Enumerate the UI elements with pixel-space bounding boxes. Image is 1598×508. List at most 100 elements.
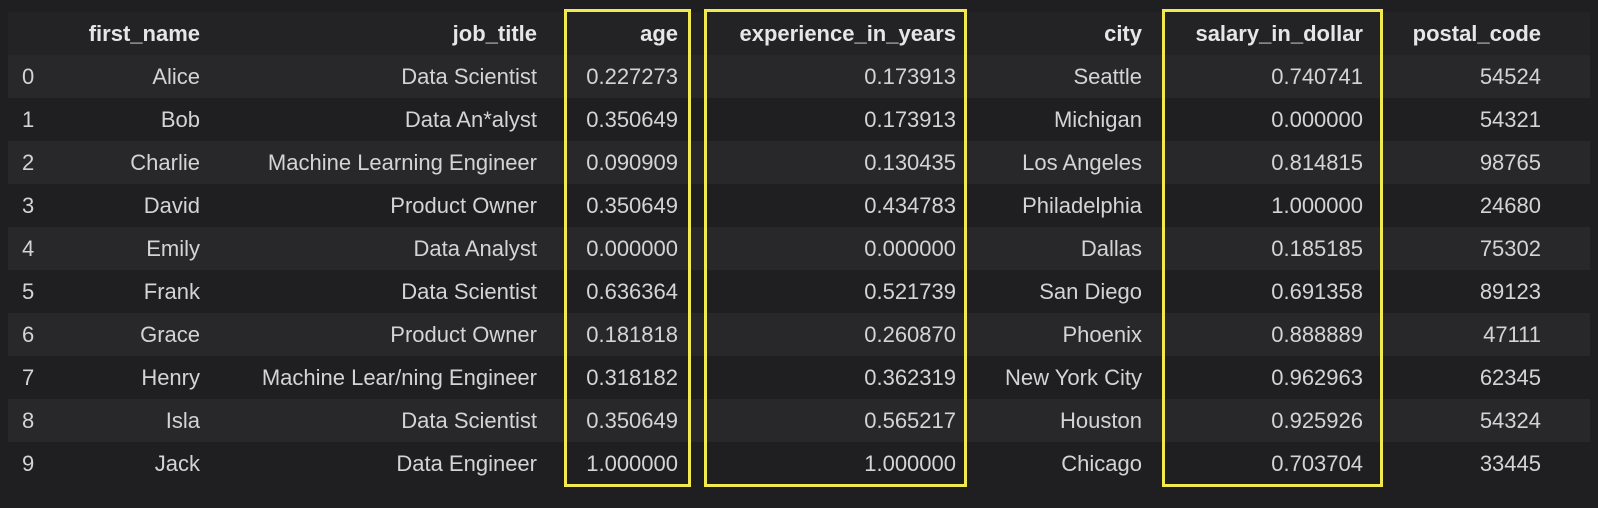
table-row: 0 Alice Data Scientist 0.227273 0.173913 Seat… — [8, 55, 1590, 98]
cell-city: San Diego — [1039, 279, 1142, 304]
cell-city: Michigan — [1053, 107, 1142, 132]
table-row: 8 Isla Data Scientist 0.350649 0.565217 Houst… — [8, 399, 1590, 442]
header-job-title: job_title — [452, 21, 537, 46]
cell-experience-in-years: 0.362319 — [864, 365, 956, 390]
cell-city: Los Angeles — [1022, 150, 1142, 175]
cell-experience-in-years: 0.260870 — [864, 322, 956, 347]
cell-age: 0.181818 — [586, 322, 678, 347]
cell-job-title: Machine Learning Engineer — [267, 150, 537, 175]
header-experience-in-years: experience_in_years — [739, 21, 957, 46]
header-city: city — [1104, 21, 1142, 46]
cell-salary-in-dollar: 0.703704 — [1271, 451, 1363, 476]
cell-first-name: Bob — [160, 107, 200, 132]
cell-salary-in-dollar: 0.000000 — [1271, 107, 1363, 132]
cell-first-name: Henry — [141, 365, 200, 390]
cell-first-name: Frank — [143, 279, 200, 304]
cell-city: Phoenix — [1062, 322, 1142, 347]
cell-age: 0.350649 — [586, 193, 678, 218]
cell-experience-in-years: 0.173913 — [864, 64, 956, 89]
header-first-name: first_name — [88, 21, 200, 46]
table-row: 1 Bob Data An*alyst 0.350649 0.173913 Michiga… — [8, 98, 1590, 141]
cell-salary-in-dollar: 0.925926 — [1271, 408, 1363, 433]
cell-postal-code: 75302 — [1479, 236, 1541, 261]
cell-postal-code: 89123 — [1479, 279, 1541, 304]
cell-city: Houston — [1060, 408, 1142, 433]
cell-experience-in-years: 0.565217 — [864, 408, 956, 433]
cell-salary-in-dollar: 0.691358 — [1271, 279, 1363, 304]
cell-salary-in-dollar: 0.740741 — [1271, 64, 1363, 89]
cell-age: 0.227273 — [586, 64, 678, 89]
cell-experience-in-years: 1.000000 — [864, 451, 956, 476]
header-postal-code: postal_code — [1412, 21, 1541, 46]
cell-experience-in-years: 0.521739 — [864, 279, 956, 304]
table-row: 9 Jack Data Engineer 1.000000 1.000000 Chicag… — [8, 442, 1590, 485]
cell-index: 9 — [22, 451, 35, 476]
cell-postal-code: 54524 — [1479, 64, 1541, 89]
cell-salary-in-dollar: 0.962963 — [1271, 365, 1363, 390]
cell-salary-in-dollar: 1.000000 — [1271, 193, 1363, 218]
cell-postal-code: 47111 — [1483, 322, 1541, 347]
cell-job-title: Data Scientist — [401, 279, 537, 304]
cell-job-title: Data Scientist — [401, 408, 537, 433]
cell-age: 0.350649 — [586, 408, 678, 433]
cell-first-name: Jack — [154, 451, 200, 476]
cell-index: 6 — [22, 322, 35, 347]
cell-city: New York City — [1005, 365, 1142, 390]
cell-city: Dallas — [1080, 236, 1142, 261]
cell-postal-code: 33445 — [1479, 451, 1541, 476]
cell-index: 0 — [22, 64, 35, 89]
cell-index: 8 — [22, 408, 35, 433]
cell-experience-in-years: 0.130435 — [864, 150, 956, 175]
cell-job-title: Product Owner — [390, 322, 537, 347]
cell-postal-code: 98765 — [1479, 150, 1541, 175]
table-row: 7 Henry Machine Lear/ning Engineer 0.318182… — [8, 356, 1590, 399]
cell-job-title: Machine Lear/ning Engineer — [261, 365, 537, 390]
cell-first-name: David — [143, 193, 200, 218]
cell-salary-in-dollar: 0.814815 — [1271, 150, 1363, 175]
cell-job-title: Product Owner — [390, 193, 537, 218]
cell-index: 5 — [22, 279, 35, 304]
cell-postal-code: 54321 — [1479, 107, 1541, 132]
header-salary-in-dollar: salary_in_dollar — [1195, 21, 1363, 46]
table-row: 3 David Product Owner 0.350649 0.434783 Phila… — [8, 184, 1590, 227]
cell-postal-code: 24680 — [1479, 193, 1541, 218]
cell-experience-in-years: 0.434783 — [864, 193, 956, 218]
cell-age: 0.318182 — [586, 365, 678, 390]
table-row: 4 Emily Data Analyst 0.000000 0.000000 Dallas… — [8, 227, 1590, 270]
cell-first-name: Isla — [165, 408, 200, 433]
cell-postal-code: 54324 — [1479, 408, 1541, 433]
cell-first-name: Charlie — [130, 150, 200, 175]
cell-first-name: Grace — [140, 322, 200, 347]
cell-job-title: Data Analyst — [413, 236, 537, 261]
cell-job-title: Data Engineer — [396, 451, 537, 476]
cell-age: 1.000000 — [586, 451, 678, 476]
table-row: 5 Frank Data Scientist 0.636364 0.521739 San … — [8, 270, 1590, 313]
cell-experience-in-years: 0.173913 — [864, 107, 956, 132]
cell-index: 1 — [22, 107, 35, 132]
cell-city: Chicago — [1061, 451, 1142, 476]
cell-index: 4 — [22, 236, 35, 261]
cell-salary-in-dollar: 0.185185 — [1271, 236, 1363, 261]
cell-first-name: Alice — [152, 64, 200, 89]
cell-age: 0.000000 — [586, 236, 678, 261]
cell-first-name: Emily — [146, 236, 200, 261]
table-row: 6 Grace Product Owner 0.181818 0.260870 Phoen… — [8, 313, 1590, 356]
cell-index: 7 — [22, 365, 35, 390]
cell-job-title: Data Scientist — [401, 64, 537, 89]
header-age: age — [640, 21, 678, 46]
cell-age: 0.636364 — [586, 279, 678, 304]
cell-salary-in-dollar: 0.888889 — [1271, 322, 1363, 347]
cell-postal-code: 62345 — [1479, 365, 1541, 390]
cell-index: 2 — [22, 150, 35, 175]
cell-city: Seattle — [1073, 64, 1143, 89]
cell-age: 0.350649 — [586, 107, 678, 132]
table-row: 2 Charlie Machine Learning Engineer 0.09090… — [8, 141, 1590, 184]
cell-age: 0.090909 — [586, 150, 678, 175]
table-header-row: first_name job_title age experience_in_year… — [8, 12, 1590, 55]
cell-job-title: Data An*alyst — [404, 107, 537, 132]
cell-index: 3 — [22, 193, 35, 218]
cell-experience-in-years: 0.000000 — [864, 236, 956, 261]
header-index — [22, 12, 52, 55]
cell-city: Philadelphia — [1022, 193, 1142, 218]
